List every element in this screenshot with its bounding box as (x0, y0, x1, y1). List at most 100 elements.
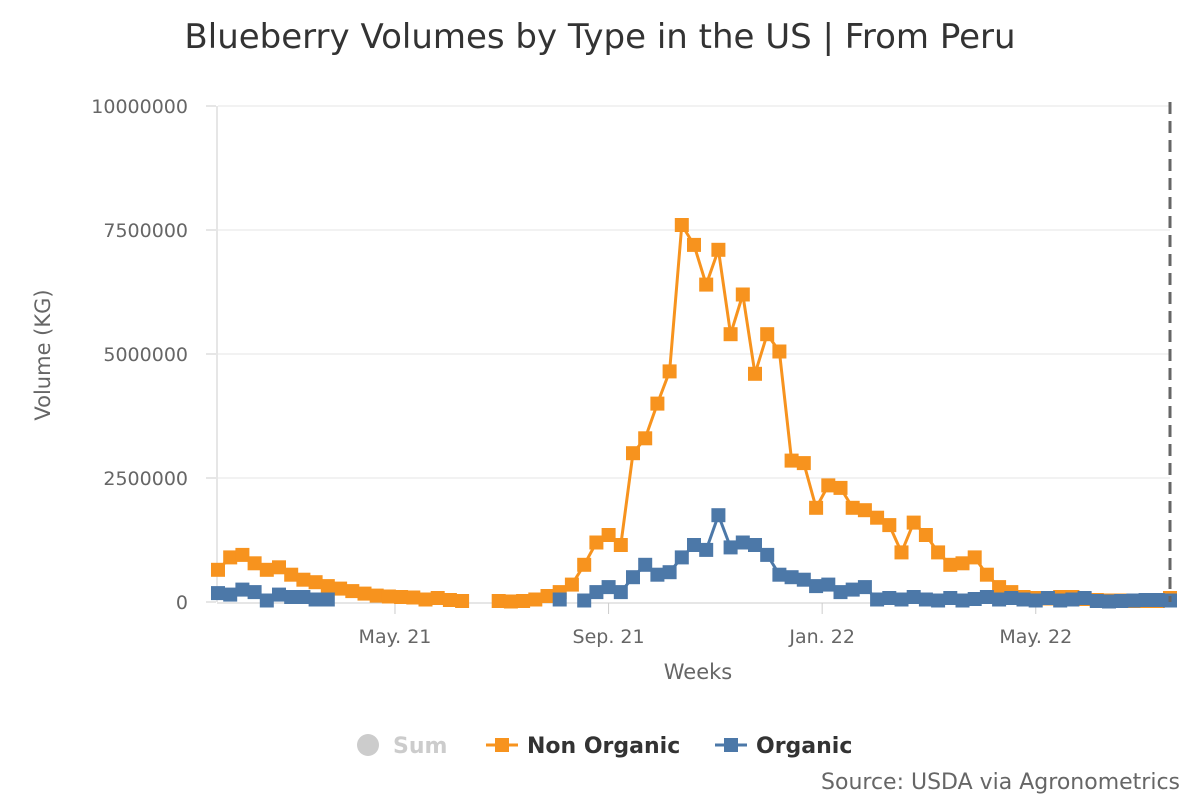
organic-point[interactable] (1053, 593, 1068, 608)
non-organic-point[interactable] (259, 562, 274, 577)
organic-point[interactable] (296, 590, 311, 604)
non-organic-point[interactable] (723, 327, 738, 342)
non-organic-point[interactable] (845, 500, 860, 515)
organic-point[interactable] (918, 592, 933, 607)
organic-point[interactable] (1004, 591, 1019, 605)
organic-point[interactable] (613, 585, 628, 600)
non-organic-point[interactable] (857, 503, 872, 518)
organic-point[interactable] (711, 508, 726, 523)
non-organic-point[interactable] (674, 218, 689, 232)
non-organic-point[interactable] (955, 556, 970, 571)
non-organic-point[interactable] (564, 577, 579, 592)
organic-point[interactable] (552, 592, 567, 607)
non-organic-point[interactable] (418, 592, 433, 607)
non-organic-point[interactable] (235, 547, 250, 562)
organic-point[interactable] (760, 547, 775, 562)
organic-point[interactable] (723, 540, 738, 555)
non-organic-point[interactable] (882, 518, 897, 533)
non-organic-point[interactable] (967, 550, 982, 565)
non-organic-point[interactable] (381, 589, 396, 604)
non-organic-point[interactable] (369, 588, 384, 603)
source-credit[interactable]: Source: USDA via Agronometrics (821, 770, 1180, 795)
non-organic-point[interactable] (540, 589, 555, 603)
organic-point[interactable] (272, 587, 286, 602)
organic-point[interactable] (577, 593, 592, 608)
non-organic-point[interactable] (772, 344, 787, 359)
organic-point[interactable] (601, 580, 616, 595)
non-organic-point[interactable] (943, 557, 958, 572)
non-organic-point[interactable] (760, 327, 775, 342)
non-organic-point[interactable] (735, 287, 750, 302)
non-organic-point[interactable] (711, 242, 726, 257)
organic-point[interactable] (748, 538, 762, 552)
non-organic-point[interactable] (455, 594, 470, 608)
non-organic-point[interactable] (223, 550, 238, 565)
organic-point[interactable] (1138, 593, 1153, 607)
non-organic-point[interactable] (503, 594, 518, 609)
organic-point[interactable] (845, 582, 860, 597)
non-organic-point[interactable] (784, 453, 799, 468)
organic-point[interactable] (284, 590, 299, 604)
organic-point[interactable] (894, 592, 909, 607)
non-organic-point[interactable] (333, 581, 348, 596)
organic-point[interactable] (784, 570, 799, 585)
non-organic-point[interactable] (894, 545, 909, 560)
non-organic-point[interactable] (430, 591, 445, 605)
non-organic-point[interactable] (577, 557, 592, 572)
non-organic-point[interactable] (626, 446, 640, 461)
organic-point[interactable] (235, 582, 250, 597)
organic-point[interactable] (662, 565, 677, 580)
organic-point[interactable] (1065, 592, 1080, 607)
organic-point[interactable] (992, 592, 1007, 607)
non-organic-point[interactable] (748, 366, 762, 381)
non-organic-point[interactable] (284, 567, 299, 582)
non-organic-point[interactable] (809, 500, 824, 515)
non-organic-point[interactable] (442, 593, 457, 607)
non-organic-point[interactable] (308, 575, 323, 590)
organic-point[interactable] (967, 592, 982, 606)
legend-item-non-organic[interactable]: Non Organic (486, 734, 680, 759)
non-organic-point[interactable] (687, 237, 701, 252)
organic-point[interactable] (589, 585, 604, 600)
organic-point[interactable] (1150, 593, 1165, 607)
organic-point[interactable] (796, 572, 811, 587)
organic-point[interactable] (674, 550, 689, 565)
organic-point[interactable] (650, 567, 665, 582)
organic-point[interactable] (1040, 591, 1055, 605)
non-organic-point[interactable] (906, 515, 921, 530)
organic-point[interactable] (979, 590, 994, 604)
non-organic-point[interactable] (516, 594, 531, 608)
organic-point[interactable] (1077, 591, 1092, 605)
organic-point[interactable] (772, 567, 787, 582)
organic-point[interactable] (1016, 592, 1031, 607)
organic-point[interactable] (943, 591, 958, 605)
organic-point[interactable] (735, 535, 750, 550)
organic-point[interactable] (906, 590, 921, 604)
non-organic-point[interactable] (796, 456, 811, 471)
organic-point[interactable] (882, 591, 897, 605)
non-organic-point[interactable] (601, 528, 616, 542)
non-organic-point[interactable] (662, 364, 677, 379)
organic-point[interactable] (699, 542, 714, 557)
organic-point[interactable] (223, 587, 238, 602)
organic-point[interactable] (211, 586, 225, 601)
non-organic-point[interactable] (833, 480, 848, 495)
non-organic-point[interactable] (638, 431, 653, 446)
non-organic-point[interactable] (821, 478, 836, 493)
non-organic-point[interactable] (491, 594, 506, 608)
non-organic-point[interactable] (296, 572, 311, 587)
non-organic-point[interactable] (394, 590, 409, 604)
non-organic-point[interactable] (247, 556, 262, 571)
organic-point[interactable] (833, 585, 848, 600)
organic-point[interactable] (259, 593, 274, 608)
organic-point[interactable] (870, 592, 885, 607)
organic-point[interactable] (931, 593, 946, 608)
non-organic-point[interactable] (272, 560, 286, 575)
non-organic-point[interactable] (650, 396, 665, 411)
non-organic-point[interactable] (613, 538, 628, 552)
non-organic-point[interactable] (870, 510, 885, 525)
non-organic-point[interactable] (406, 590, 421, 605)
non-organic-point[interactable] (211, 562, 225, 577)
non-organic-point[interactable] (699, 277, 714, 292)
organic-point[interactable] (1126, 593, 1141, 608)
